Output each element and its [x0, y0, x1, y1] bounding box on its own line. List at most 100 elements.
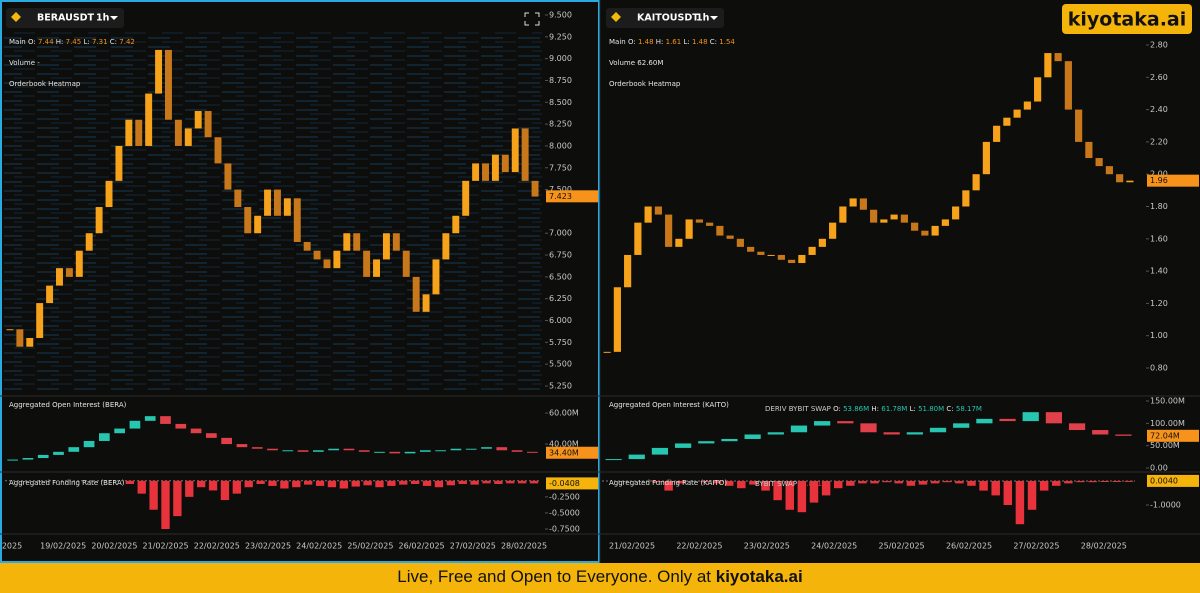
interval[interactable]: 1h [96, 13, 110, 24]
candle [7, 459, 18, 461]
candle [26, 337, 34, 347]
candle [273, 189, 281, 216]
candle [174, 119, 182, 146]
last-value-label: -0.0408 [549, 479, 580, 488]
candle [501, 154, 509, 173]
funding-bar [991, 481, 1000, 496]
funding-bar [494, 480, 503, 484]
candle [790, 425, 808, 433]
y-tick-label: 2.60 [1150, 73, 1168, 82]
heatmap-label: Orderbook Heatmap [609, 80, 681, 88]
candle [839, 206, 847, 223]
orderbook-heatmap [4, 30, 542, 390]
last-value-label: 34.40M [549, 448, 579, 457]
candle [373, 259, 380, 277]
legend-key: H: [656, 38, 664, 46]
candle [1105, 166, 1113, 175]
y-tick-label: 0.00 [1150, 464, 1168, 473]
candle [1013, 109, 1021, 118]
funding-bar [918, 481, 928, 485]
legend-value: 61.78M [881, 405, 907, 413]
funding-bar [232, 480, 241, 494]
interval[interactable]: 1h [696, 13, 710, 24]
candle [993, 125, 1001, 142]
y-tick-label: 6.750 [549, 251, 572, 260]
candle [1126, 180, 1134, 183]
legend-row: Volume 62.60M [609, 59, 663, 67]
funding-bar [1112, 481, 1122, 482]
volume-value: - [37, 59, 40, 67]
symbol[interactable]: KAITOUSDT [637, 13, 699, 24]
candle [251, 447, 263, 449]
candle [481, 447, 492, 449]
x-tick-label: 25/02/2025 [879, 542, 925, 551]
funding-bar [125, 480, 134, 484]
candle [726, 235, 734, 239]
logo-box[interactable] [1062, 4, 1192, 34]
funding-bar [894, 481, 904, 484]
funding-bar [942, 481, 952, 483]
last-value-box [1147, 174, 1199, 187]
candle [194, 111, 202, 129]
candle [883, 432, 900, 435]
candle [788, 259, 796, 264]
expand-icon[interactable] [524, 12, 540, 26]
funding-bar [797, 481, 807, 513]
candle [105, 180, 113, 208]
legend-key: O: [833, 405, 841, 413]
legend-value: 51.80M [918, 405, 944, 413]
logo[interactable]: kiyotaka.ai [1068, 9, 1187, 31]
symbol[interactable]: BERAUSDT [37, 13, 95, 24]
candle [654, 206, 662, 215]
candle [962, 190, 970, 207]
funding-bar [1015, 481, 1025, 525]
y-tick-label: 9.250 [549, 32, 572, 41]
candle [716, 225, 724, 236]
candle [224, 163, 232, 190]
legend-key: C: [710, 38, 717, 46]
candle [313, 250, 321, 260]
heatmap-label: Orderbook Heatmap [9, 80, 81, 88]
y-tick-label: 8.250 [549, 120, 572, 129]
funding-bar [737, 481, 746, 489]
candle [695, 219, 703, 223]
legend-value: -0.8712 [799, 480, 826, 488]
funding-bar [979, 481, 988, 491]
candle [747, 246, 755, 252]
candle [37, 454, 49, 459]
funding-bar [664, 481, 673, 491]
funding-bar [208, 480, 218, 491]
candle [900, 214, 908, 223]
candle [496, 447, 508, 451]
candle [462, 180, 470, 216]
funding-bar [724, 481, 734, 486]
candle [613, 287, 621, 352]
candle [1045, 412, 1063, 424]
funding-bar [676, 481, 685, 484]
funding-bar [173, 480, 182, 517]
banner-brand[interactable]: kiyotaka.ai [716, 567, 803, 586]
candle [1115, 434, 1132, 436]
candle [1003, 117, 1011, 126]
dropdown-arrow [710, 16, 718, 20]
candle [685, 219, 693, 239]
candle [160, 416, 171, 424]
candle [1095, 158, 1103, 167]
x-tick-label: 28/02/2025 [1081, 542, 1127, 551]
candle [236, 444, 248, 448]
candle [155, 49, 163, 94]
candle [644, 206, 652, 223]
candle [206, 433, 217, 438]
candle [880, 219, 888, 223]
funding-bar [858, 481, 867, 484]
y-tick-label: 2.80 [1150, 41, 1168, 50]
candle [465, 448, 477, 450]
x-tick-label: 22/02/2025 [194, 542, 240, 551]
last-value-box [1147, 474, 1199, 487]
legend-key: L: [683, 38, 689, 46]
candle [16, 329, 24, 347]
candle [392, 233, 400, 251]
candle [283, 198, 291, 216]
funding-bar [149, 480, 158, 510]
candle [422, 294, 430, 312]
